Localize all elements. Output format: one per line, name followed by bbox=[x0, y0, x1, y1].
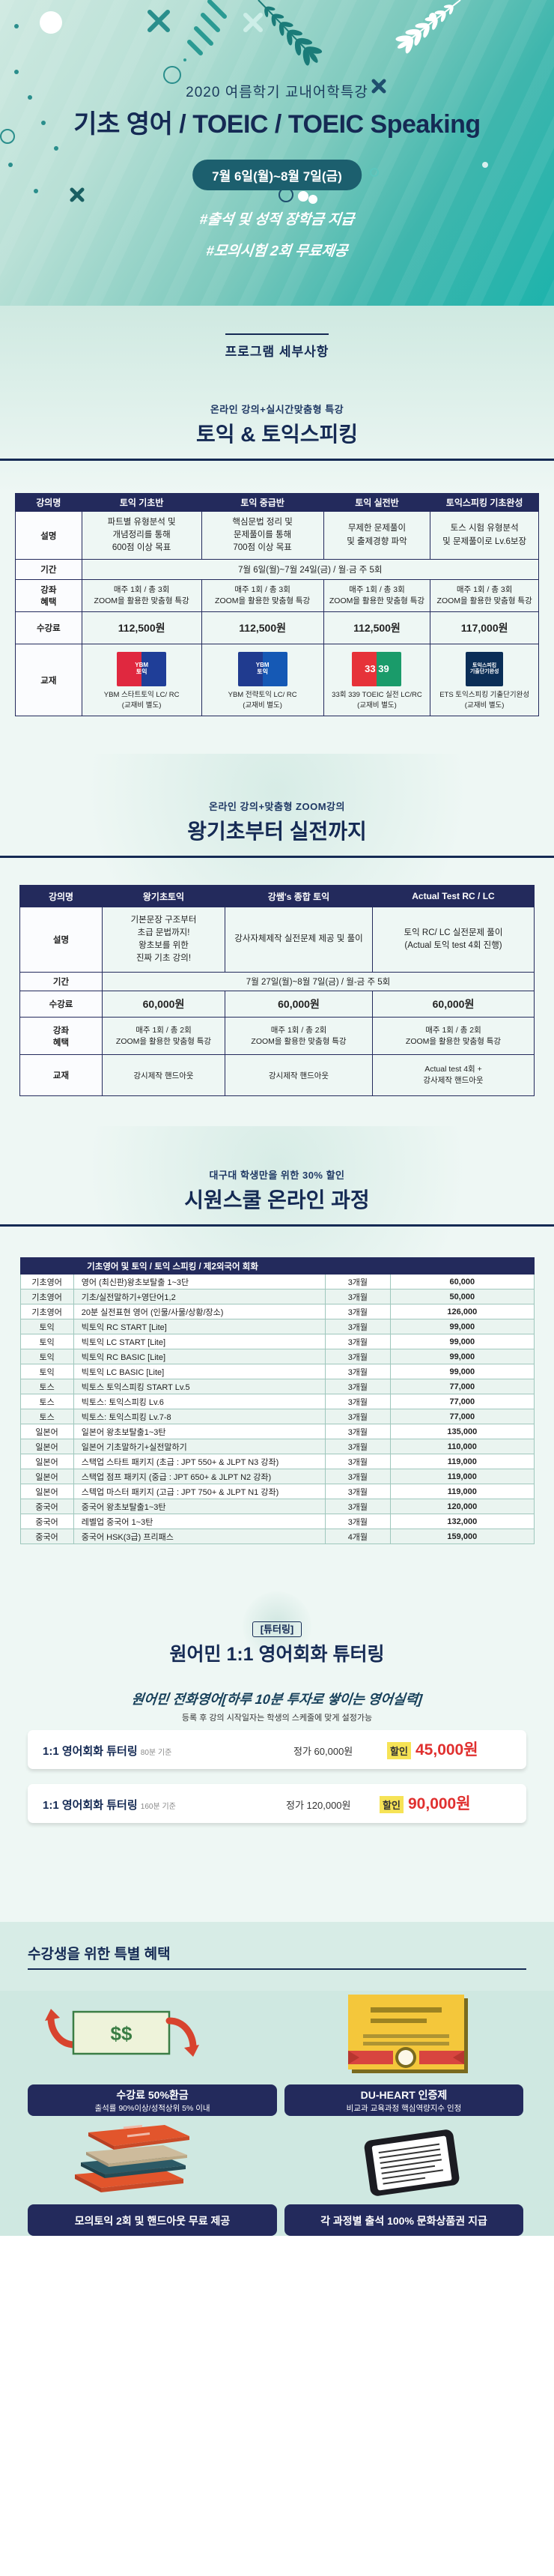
svg-text:$$: $$ bbox=[111, 2022, 133, 2045]
